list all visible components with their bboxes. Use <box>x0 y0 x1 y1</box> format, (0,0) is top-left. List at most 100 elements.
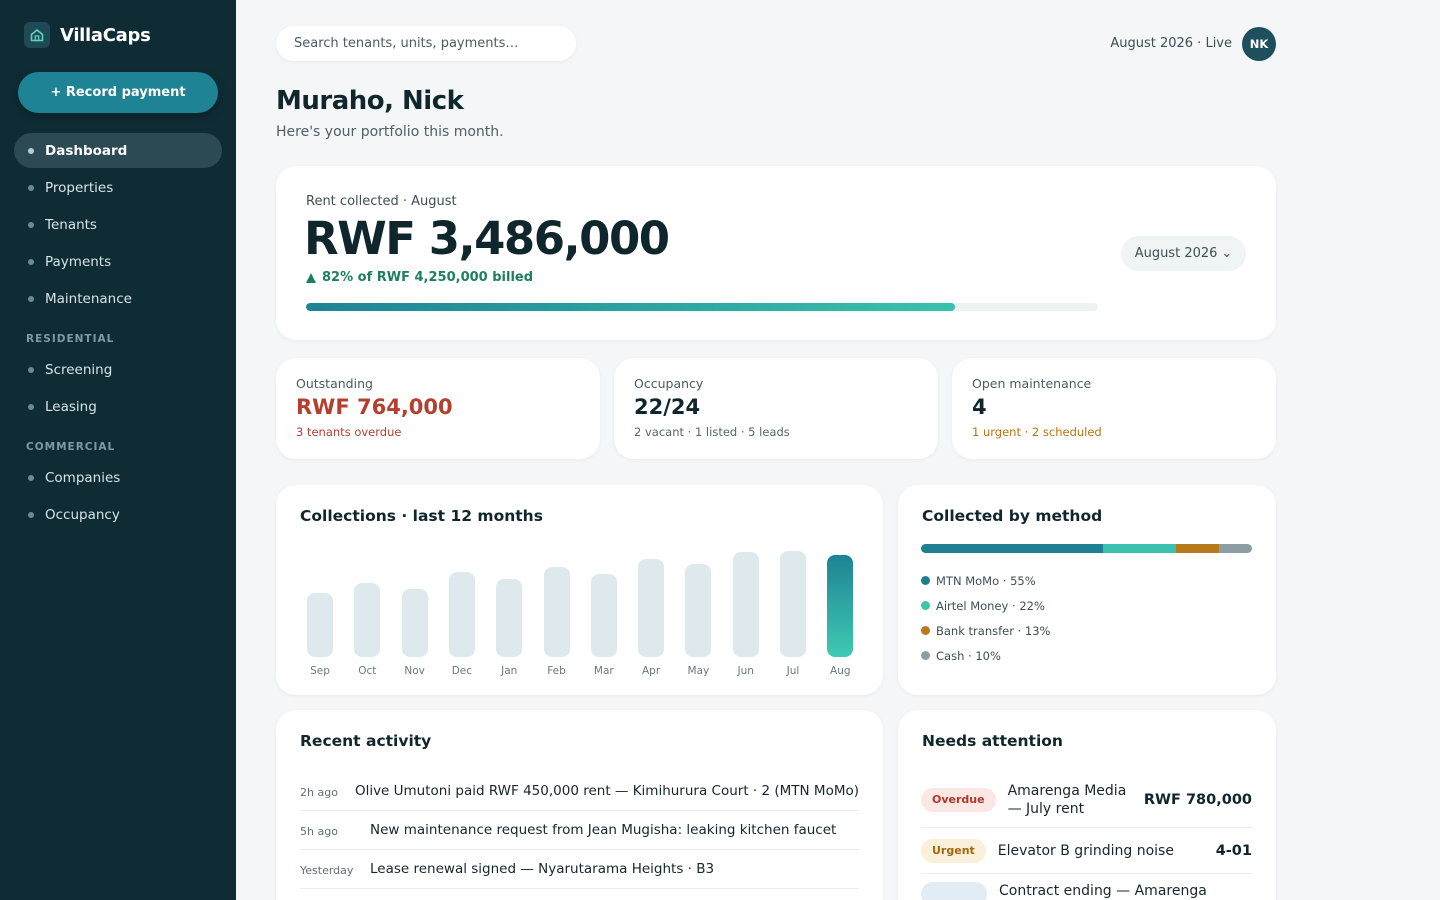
sidebar-item-label: Properties <box>45 179 114 196</box>
sidebar-item-leasing[interactable]: Leasing <box>14 389 222 424</box>
bar-label: Dec <box>451 665 473 677</box>
rent-collected-amount: RWF 3,486,000 <box>304 212 670 265</box>
stat-label: Outstanding <box>296 376 373 391</box>
avatar[interactable]: NK <box>1242 27 1276 61</box>
stat-note: 1 urgent · 2 scheduled <box>972 425 1102 439</box>
activity-time: 5h ago <box>300 825 338 838</box>
stat-card-occupancy[interactable]: Occupancy 22/24 2 vacant · 1 listed · 5 … <box>614 358 938 459</box>
sidebar-item-label: Companies <box>45 469 121 486</box>
sidebar-item-label: Screening <box>45 361 113 378</box>
stat-card-outstanding[interactable]: Outstanding RWF 764,000 3 tenants overdu… <box>276 358 600 459</box>
collections-title: Collections · last 12 months <box>300 507 543 525</box>
bar-column-jul[interactable]: Jul <box>773 537 813 677</box>
bar-label: Aug <box>830 665 851 677</box>
brand[interactable]: VillaCaps <box>24 22 151 48</box>
bar-sep <box>307 593 333 657</box>
bar-column-apr[interactable]: Apr <box>631 537 671 677</box>
activity-row[interactable]: Yesterday Lease renewal signed — Nyaruta… <box>300 850 859 889</box>
needs-attention-card: Needs attention Overdue Amarenga Media —… <box>898 710 1276 900</box>
bar-feb <box>543 567 570 657</box>
bar-jul <box>780 551 806 657</box>
month-selector[interactable]: August 2026 ⌄ <box>1121 236 1246 271</box>
collected-by-method-card: Collected by method MTN MoMo · 55% Airtel… <box>898 485 1276 695</box>
legend-item: Cash · 10% <box>921 643 1050 668</box>
bar-label: Mar <box>593 665 614 677</box>
bar-mar <box>590 574 617 657</box>
stat-note: 2 vacant · 1 listed · 5 leads <box>634 425 790 439</box>
activity-row[interactable]: 2h ago Olive Umutoni paid RWF 450,000 re… <box>300 772 859 811</box>
attention-list: Overdue Amarenga Media — July rent RWF 7… <box>921 772 1252 900</box>
sidebar-item-label: Tenants <box>45 216 97 233</box>
collections-bar-chart: Sep Oct Nov Dec Jan Feb Mar Apr May Jun Jul Aug <box>300 537 860 677</box>
activity-title: Recent activity <box>300 732 432 750</box>
sidebar-item-screening[interactable]: Screening <box>14 352 222 387</box>
attention-text: Amarenga Media — July rent <box>1007 782 1127 817</box>
bar-column-nov[interactable]: Nov <box>395 537 435 677</box>
rent-collected-card: Rent collected · August RWF 3,486,000 82… <box>276 166 1276 340</box>
legend-dot-icon <box>921 601 930 610</box>
sidebar-item-companies[interactable]: Companies <box>14 460 222 495</box>
bar-label: Jul <box>786 665 800 677</box>
period-status: August 2026 · Live <box>1110 36 1232 51</box>
activity-row[interactable]: 5h ago New maintenance request from Jean… <box>300 811 859 850</box>
sidebar-item-payments[interactable]: Payments <box>14 244 222 279</box>
bar-column-oct[interactable]: Oct <box>347 537 387 677</box>
attention-text: Contract ending — Amarenga <box>999 883 1207 899</box>
bar-column-feb[interactable]: Feb <box>537 537 577 677</box>
bar-column-jan[interactable]: Jan <box>489 537 529 677</box>
bar-column-aug[interactable]: Aug <box>820 537 860 677</box>
stat-label: Open maintenance <box>972 376 1092 391</box>
attention-row[interactable]: Urgent Elevator B grinding noise 4-01 <box>921 828 1252 874</box>
sidebar-item-tenants[interactable]: Tenants <box>14 207 222 242</box>
brand-name: VillaCaps <box>60 24 151 46</box>
legend-label: Bank transfer · 13% <box>936 623 1051 638</box>
legend-item: MTN MoMo · 55% <box>921 568 1050 593</box>
bullet-icon <box>28 221 34 228</box>
bar-column-mar[interactable]: Mar <box>584 537 624 677</box>
bar-column-dec[interactable]: Dec <box>442 537 482 677</box>
bar-label: Feb <box>547 665 566 677</box>
stat-note: 3 tenants overdue <box>296 425 402 439</box>
section-heading-commercial: COMMERCIAL <box>26 441 116 453</box>
attention-row[interactable]: Overdue Amarenga Media — July rent RWF 7… <box>921 772 1252 828</box>
sidebar-item-properties[interactable]: Properties <box>14 170 222 205</box>
method-segment <box>1175 544 1219 553</box>
legend-label: MTN MoMo · 55% <box>936 573 1036 588</box>
legend-dot-icon <box>921 626 930 635</box>
attention-row[interactable]: Contract ending — Amarenga <box>921 874 1252 900</box>
legend-label: Airtel Money · 22% <box>936 598 1045 613</box>
record-payment-button[interactable]: + Record payment <box>18 72 218 113</box>
chevron-down-icon: ⌄ <box>1221 246 1233 261</box>
sidebar-item-maintenance[interactable]: Maintenance <box>14 281 222 316</box>
bar-label: Nov <box>404 665 425 677</box>
stat-label: Occupancy <box>634 376 704 391</box>
rent-collected-label: Rent collected · August <box>306 194 457 209</box>
section-heading-residential: RESIDENTIAL <box>26 333 115 345</box>
attention-title: Needs attention <box>922 732 1063 750</box>
bar-label: Apr <box>642 665 661 677</box>
sidebar-item-dashboard[interactable]: Dashboard <box>14 133 222 168</box>
legend-dot-icon <box>921 651 930 660</box>
month-selector-label: August 2026 <box>1134 246 1218 261</box>
method-title: Collected by method <box>922 507 1103 525</box>
bullet-icon <box>28 474 34 481</box>
bar-may <box>685 564 712 657</box>
bullet-icon <box>28 184 34 191</box>
method-legend: MTN MoMo · 55% Airtel Money · 22% Bank tra… <box>921 568 1050 668</box>
method-segment <box>921 544 1104 553</box>
stat-card-maintenance[interactable]: Open maintenance 4 1 urgent · 2 schedule… <box>952 358 1276 459</box>
collection-progress-fill <box>306 303 956 311</box>
bar-column-jun[interactable]: Jun <box>726 537 766 677</box>
recent-activity-card: Recent activity 2h ago Olive Umutoni pai… <box>276 710 883 900</box>
bar-column-may[interactable]: May <box>678 537 718 677</box>
sidebar-item-occupancy[interactable]: Occupancy <box>14 497 222 532</box>
sidebar-item-label: Dashboard <box>45 142 128 159</box>
bar-column-sep[interactable]: Sep <box>300 537 340 677</box>
bullet-icon <box>28 147 34 154</box>
bullet-icon <box>28 258 34 265</box>
search-input[interactable] <box>276 26 576 61</box>
bar-jan <box>496 579 523 657</box>
collection-rate: 82% of RWF 4,250,000 billed <box>306 270 533 285</box>
activity-text: Lease renewal signed — Nyarutarama Heigh… <box>370 861 715 877</box>
status-badge: Urgent <box>921 838 986 863</box>
